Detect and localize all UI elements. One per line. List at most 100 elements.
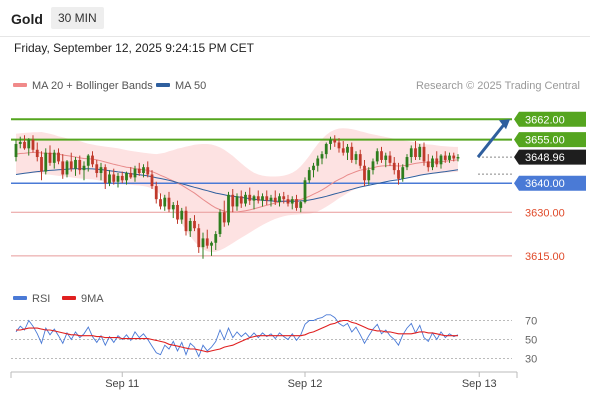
candle-bear bbox=[154, 186, 158, 200]
candle-bear bbox=[273, 197, 277, 203]
price-tag-label: 3662.00 bbox=[525, 114, 565, 126]
credit-text: Research © 2025 Trading Central bbox=[415, 80, 580, 92]
candle-bear bbox=[78, 159, 82, 171]
candle-bull bbox=[401, 167, 405, 179]
candle-bull bbox=[65, 161, 69, 175]
price-tag-3655-00: 3655.00 bbox=[514, 132, 586, 148]
price-tag-label: 3648.96 bbox=[525, 152, 565, 164]
candle-bear bbox=[414, 148, 417, 158]
ma20-swatch bbox=[13, 83, 27, 88]
x-tick-label: Sep 13 bbox=[462, 378, 497, 390]
ma50-label: MA 50 bbox=[175, 80, 207, 92]
candle-bull bbox=[27, 139, 31, 149]
legend-rsi: RSI bbox=[13, 293, 50, 305]
candle-bull bbox=[329, 139, 332, 144]
forecast-arrow-head bbox=[499, 119, 510, 130]
candle-bear bbox=[443, 155, 447, 160]
rsi-tick-label: 30 bbox=[525, 354, 537, 366]
candle-bear bbox=[205, 238, 209, 246]
candle-bear bbox=[286, 199, 290, 204]
candle-bear bbox=[40, 157, 43, 172]
candle-bull bbox=[324, 143, 328, 155]
candle-bull bbox=[384, 155, 388, 160]
candle-bear bbox=[146, 167, 150, 175]
candle-bull bbox=[456, 157, 460, 159]
legend-rsi-ma: 9MA bbox=[62, 293, 104, 305]
legend-ma20: MA 20 + Bollinger Bands bbox=[13, 80, 153, 92]
candle-bear bbox=[112, 174, 116, 182]
candle-bull bbox=[133, 168, 137, 178]
candle-bear bbox=[176, 204, 179, 220]
candle-bear bbox=[23, 141, 26, 149]
candle-bull bbox=[371, 161, 375, 171]
candle-bear bbox=[167, 197, 171, 210]
candle-bear bbox=[69, 161, 73, 169]
candle-bull bbox=[180, 210, 184, 220]
timestamp: Friday, September 12, 2025 9:24:15 PM CE… bbox=[14, 41, 254, 55]
candle-bull bbox=[409, 148, 413, 158]
candle-bear bbox=[61, 161, 65, 175]
forecast-arrow-shaft bbox=[476, 122, 507, 158]
candle-bull bbox=[18, 141, 22, 144]
candle-bull bbox=[448, 155, 451, 160]
candle-bull bbox=[439, 155, 443, 165]
candle-bull bbox=[14, 143, 18, 158]
x-tick-label: Sep 11 bbox=[105, 378, 139, 390]
price-tag-3615-00: 3615.00 bbox=[525, 251, 565, 263]
candle-bull bbox=[244, 194, 247, 204]
candle-bull bbox=[188, 220, 192, 232]
candle-bull bbox=[125, 173, 128, 181]
ma20-label: MA 20 + Bollinger Bands bbox=[32, 80, 153, 92]
candle-bull bbox=[108, 174, 111, 184]
price-tag-3662-00: 3662.00 bbox=[514, 111, 586, 127]
candle-bull bbox=[171, 204, 175, 210]
instrument-title: Gold bbox=[11, 11, 43, 27]
candle-bear bbox=[248, 194, 252, 201]
candle-bull bbox=[307, 170, 311, 181]
candle-bull bbox=[269, 197, 273, 201]
candle-bear bbox=[239, 196, 243, 204]
candle-bear bbox=[159, 199, 162, 207]
price-tag-3648-96: 3648.96 bbox=[514, 149, 586, 165]
header-bar: Gold 30 MIN bbox=[0, 0, 590, 37]
candle-bear bbox=[95, 164, 99, 174]
candle-bull bbox=[214, 234, 218, 243]
candle-bear bbox=[265, 196, 269, 201]
candle-bull bbox=[303, 180, 307, 203]
candle-bear bbox=[137, 168, 141, 174]
candle-bull bbox=[320, 154, 324, 159]
candle-bear bbox=[341, 148, 345, 153]
rsi-ma-label: 9MA bbox=[81, 293, 104, 305]
candle-bull bbox=[252, 196, 256, 201]
candle-bear bbox=[388, 155, 392, 163]
candle-bull bbox=[163, 197, 167, 207]
candle-bear bbox=[426, 161, 430, 168]
candle-bull bbox=[405, 157, 409, 168]
price-tag-3630-00: 3630.00 bbox=[525, 207, 565, 219]
candle-bear bbox=[35, 149, 39, 158]
candle-bear bbox=[435, 158, 439, 165]
rsi-tick-label: 50 bbox=[525, 335, 537, 347]
candle-bull bbox=[299, 202, 303, 208]
candle-bear bbox=[333, 139, 337, 143]
candle-bear bbox=[120, 175, 124, 181]
ma20-line bbox=[15, 151, 459, 213]
candle-bear bbox=[103, 167, 107, 184]
candle-bull bbox=[52, 152, 56, 163]
candle-bull bbox=[261, 196, 264, 201]
candle-bull bbox=[44, 152, 48, 172]
candle-bull bbox=[316, 158, 320, 166]
price-tag-label: 3640.00 bbox=[525, 178, 565, 190]
candle-bear bbox=[256, 196, 260, 201]
candle-bull bbox=[235, 196, 239, 207]
candle-bear bbox=[150, 174, 154, 187]
rsi-ma-swatch bbox=[62, 296, 76, 301]
rsi-swatch bbox=[13, 296, 27, 301]
candle-bull bbox=[227, 194, 230, 223]
timeframe-badge[interactable]: 30 MIN bbox=[51, 7, 104, 29]
candle-bull bbox=[86, 155, 90, 166]
price-tag-label: 3615.00 bbox=[525, 251, 565, 263]
candle-bull bbox=[290, 199, 294, 204]
